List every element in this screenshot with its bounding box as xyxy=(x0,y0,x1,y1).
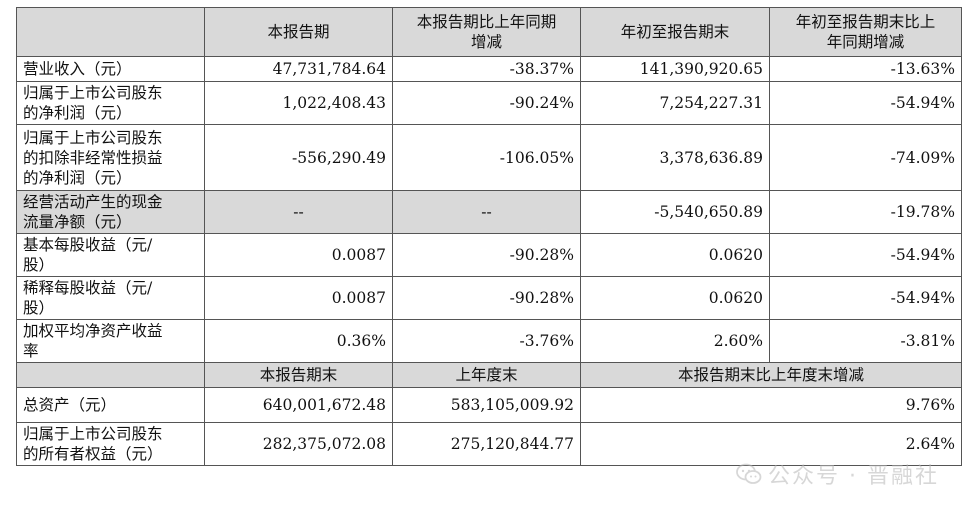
header-corner xyxy=(16,7,205,57)
cell-value: 2.64% xyxy=(580,422,962,466)
cell-value: -90.28% xyxy=(392,276,581,320)
header-ytd-yoy: 年初至报告期末比上 年同期增减 xyxy=(769,7,962,57)
table-row: 归属于上市公司股东 的净利润（元） 1,022,408.43 -90.24% 7,… xyxy=(16,81,962,125)
header-current-period-yoy: 本报告期比上年同期 增减 xyxy=(392,7,581,57)
subheader-change: 本报告期末比上年度末增减 xyxy=(580,362,962,388)
cell-value: -90.28% xyxy=(392,233,581,277)
row-label: 总资产（元） xyxy=(16,387,205,423)
cell-value: 282,375,072.08 xyxy=(204,422,393,466)
table-subheader-row: 本报告期末 上年度末 本报告期末比上年度末增减 xyxy=(16,362,962,388)
row-label: 加权平均净资产收益率 xyxy=(16,319,205,363)
row-label: 归属于上市公司股东 的净利润（元） xyxy=(16,81,205,125)
cell-value: -- xyxy=(392,190,581,234)
financial-summary-table: 本报告期 本报告期比上年同期 增减 年初至报告期末 年初至报告期末比上 年同期增减 … xyxy=(16,7,962,466)
row-label: 营业收入（元） xyxy=(16,56,205,82)
cell-value: -19.78% xyxy=(769,190,962,234)
cell-value: -38.37% xyxy=(392,56,581,82)
cell-value: -556,290.49 xyxy=(204,124,393,191)
cell-value: 0.0087 xyxy=(204,233,393,277)
subheader-prior-year-end: 上年度末 xyxy=(392,362,581,388)
row-label: 稀释每股收益（元/股） xyxy=(16,276,205,320)
cell-value: -3.81% xyxy=(769,319,962,363)
subheader-period-end: 本报告期末 xyxy=(204,362,393,388)
table-row: 稀释每股收益（元/股） 0.0087 -90.28% 0.0620 -54.94… xyxy=(16,276,962,320)
cell-value: -54.94% xyxy=(769,233,962,277)
row-label: 基本每股收益（元/股） xyxy=(16,233,205,277)
cell-value: -3.76% xyxy=(392,319,581,363)
cell-value: -54.94% xyxy=(769,276,962,320)
table-row: 经营活动产生的现金 流量净额（元） -- -- -5,540,650.89 -19… xyxy=(16,190,962,234)
cell-value: 640,001,672.48 xyxy=(204,387,393,423)
table-row: 归属于上市公司股东 的所有者权益（元） 282,375,072.08 275,12… xyxy=(16,422,962,466)
cell-value: 275,120,844.77 xyxy=(392,422,581,466)
cell-value: 0.36% xyxy=(204,319,393,363)
header-current-period: 本报告期 xyxy=(204,7,393,57)
cell-value: -13.63% xyxy=(769,56,962,82)
cell-value: 0.0087 xyxy=(204,276,393,320)
cell-value: -74.09% xyxy=(769,124,962,191)
cell-value: -5,540,650.89 xyxy=(580,190,770,234)
cell-value: -106.05% xyxy=(392,124,581,191)
row-label: 经营活动产生的现金 流量净额（元） xyxy=(16,190,205,234)
table-header-row: 本报告期 本报告期比上年同期 增减 年初至报告期末 年初至报告期末比上 年同期增减 xyxy=(16,7,962,57)
table-row: 加权平均净资产收益率 0.36% -3.76% 2.60% -3.81% xyxy=(16,319,962,363)
cell-value: 2.60% xyxy=(580,319,770,363)
cell-value: 1,022,408.43 xyxy=(204,81,393,125)
cell-value: 141,390,920.65 xyxy=(580,56,770,82)
cell-value: 47,731,784.64 xyxy=(204,56,393,82)
table-row: 基本每股收益（元/股） 0.0087 -90.28% 0.0620 -54.94… xyxy=(16,233,962,277)
cell-value: 3,378,636.89 xyxy=(580,124,770,191)
row-label: 归属于上市公司股东 的扣除非经常性损益 的净利润（元） xyxy=(16,124,205,191)
table-row: 归属于上市公司股东 的扣除非经常性损益 的净利润（元） -556,290.49 -1… xyxy=(16,124,962,191)
cell-value: 7,254,227.31 xyxy=(580,81,770,125)
wechat-icon xyxy=(736,463,762,484)
table-row: 总资产（元） 640,001,672.48 583,105,009.92 9.7… xyxy=(16,387,962,423)
cell-value: 0.0620 xyxy=(580,233,770,277)
cell-value: 9.76% xyxy=(580,387,962,423)
header-ytd: 年初至报告期末 xyxy=(580,7,770,57)
cell-value: 0.0620 xyxy=(580,276,770,320)
cell-value: 583,105,009.92 xyxy=(392,387,581,423)
subheader-corner xyxy=(16,362,205,388)
row-label: 归属于上市公司股东 的所有者权益（元） xyxy=(16,422,205,466)
cell-value: -90.24% xyxy=(392,81,581,125)
table-row: 营业收入（元） 47,731,784.64 -38.37% 141,390,92… xyxy=(16,56,962,82)
cell-value: -54.94% xyxy=(769,81,962,125)
cell-value: -- xyxy=(204,190,393,234)
